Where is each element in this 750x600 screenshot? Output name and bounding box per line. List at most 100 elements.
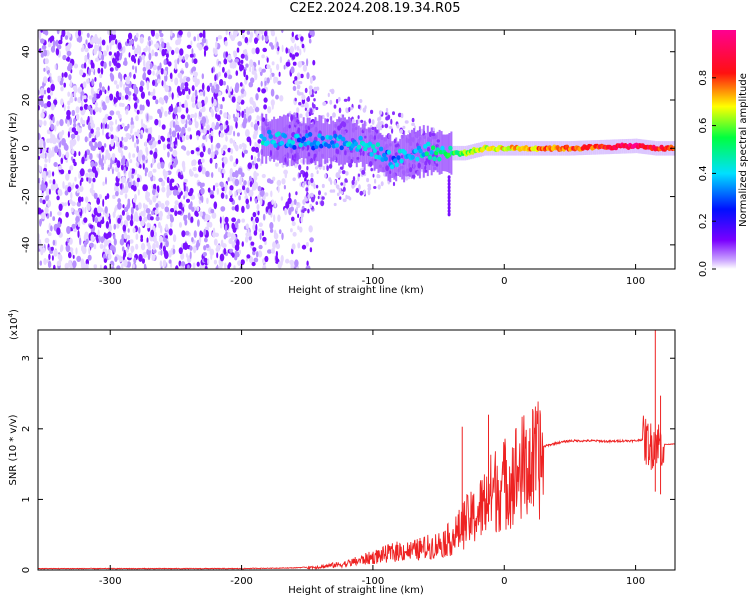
spectrogram-noise-point	[348, 107, 351, 112]
spectrogram-noise-point	[155, 203, 159, 208]
spectrogram-noise-point	[93, 232, 97, 237]
spectrogram-noise-point	[150, 216, 154, 221]
spectrogram-noise-point	[57, 165, 63, 170]
spectrogram-noise-point	[139, 133, 143, 140]
spectrogram-noise-point	[197, 219, 200, 227]
spectrogram-noise-point	[273, 214, 276, 223]
spectrogram-noise-point	[64, 262, 69, 269]
spectrogram-trace-point	[447, 188, 451, 193]
spectrogram-noise-point	[152, 88, 156, 95]
spectrogram-noise-point	[44, 152, 47, 159]
spectrogram-noise-point	[189, 134, 193, 140]
spectrogram-noise-point	[119, 238, 125, 246]
spectrogram-noise-point	[149, 150, 153, 155]
spectrogram-noise-point	[276, 41, 279, 48]
spectrogram-noise-point	[89, 108, 93, 115]
spectrogram-noise-point	[135, 115, 139, 122]
spectrogram-trace-point	[282, 133, 288, 139]
spectrogram-noise-point	[359, 99, 363, 103]
spectrogram-trace-point	[276, 131, 281, 137]
spectrogram-noise-point	[172, 189, 178, 196]
spectrogram-noise-point	[168, 259, 172, 264]
spectrogram-noise-point	[115, 191, 119, 197]
spectrogram-noise-point	[55, 47, 60, 56]
spectrogram-noise-point	[111, 153, 116, 161]
spectrogram-noise-point	[52, 116, 55, 124]
spectrogram-trace-point	[430, 145, 436, 151]
spectrogram-noise-point	[133, 73, 136, 80]
spectrogram-noise-point	[222, 66, 225, 73]
spectrogram-noise-point	[128, 152, 131, 160]
spectrogram-noise-point	[309, 157, 314, 164]
spectrogram-noise-point	[267, 106, 272, 114]
spectrogram-noise-point	[112, 194, 116, 199]
spectrogram-noise-point	[209, 248, 215, 256]
spectrogram-noise-point	[220, 206, 226, 212]
spectrogram-trace-point	[301, 136, 306, 142]
spectrogram-trace-band	[279, 115, 281, 164]
spectrogram-noise-point	[61, 138, 66, 146]
spectrogram-noise-point	[317, 195, 320, 200]
spectrogram-noise-point	[151, 157, 155, 166]
spectrogram-noise-point	[89, 224, 94, 229]
spectrogram-noise-point	[75, 184, 79, 189]
spectrogram-noise-point	[120, 183, 123, 190]
spectrogram-trace-point	[447, 192, 451, 197]
spectrogram-noise-point	[177, 37, 182, 43]
y-tick-label: -40	[21, 237, 32, 253]
spectrogram-noise-point	[254, 72, 258, 81]
spectrogram-noise-point	[302, 64, 307, 72]
y-tick-label: 40	[21, 45, 32, 58]
spectrogram-noise-point	[178, 247, 183, 255]
spectrogram-noise-point	[216, 187, 219, 195]
spectrogram-noise-point	[60, 77, 64, 82]
spectrogram-noise-point	[212, 185, 216, 192]
spectrogram-trace-band	[422, 125, 425, 178]
spectrogram-noise-point	[126, 234, 131, 240]
spectrogram-noise-point	[75, 216, 80, 223]
spectrogram-noise-point	[104, 89, 107, 95]
spectrogram-noise-point	[75, 247, 78, 255]
spectrogram-noise-point	[56, 30, 60, 35]
spectrogram-noise-point	[129, 219, 134, 227]
spectrogram-noise-point	[147, 133, 152, 141]
y-tick-label: 3	[21, 355, 32, 361]
spectrogram-noise-point	[186, 94, 190, 100]
spectrogram-noise-point	[90, 143, 94, 151]
spectrogram-noise-point	[115, 182, 120, 187]
spectrogram-noise-point	[45, 188, 50, 196]
spectrogram-noise-point	[107, 85, 110, 91]
spectrogram-noise-point	[255, 251, 259, 258]
spectrogram-noise-point	[210, 108, 214, 114]
spectrogram-noise-point	[82, 81, 87, 89]
spectrogram-noise-point	[116, 84, 120, 89]
spectrogram-noise-point	[257, 87, 261, 93]
spectrogram-noise-point	[305, 187, 309, 192]
spectrogram-noise-point	[86, 154, 89, 160]
spectrogram-noise-point	[242, 185, 246, 191]
spectrogram-noise-point	[39, 260, 42, 266]
spectrogram-noise-point	[254, 119, 258, 125]
spectrogram-noise-point	[252, 247, 257, 252]
spectrogram-trace-point	[394, 162, 399, 168]
spectrogram-noise-point	[128, 91, 132, 96]
spectrogram-noise-point	[210, 208, 215, 214]
spectrogram-noise-point	[103, 61, 107, 69]
spectrogram-noise-point	[110, 139, 113, 147]
spectrogram-noise-point	[291, 216, 295, 222]
spectrogram-trace-band	[416, 130, 419, 176]
spectrogram-noise-point	[78, 151, 81, 157]
spectrogram-noise-point	[136, 145, 140, 153]
spectrogram-noise-point	[307, 193, 311, 200]
spectrogram-noise-point	[227, 54, 232, 61]
spectrogram-noise-point	[69, 139, 75, 146]
spectrogram-noise-point	[105, 221, 109, 229]
spectrogram-noise-point	[344, 178, 348, 183]
spectrogram-noise-point	[101, 154, 104, 161]
spectrogram-noise-point	[59, 119, 64, 127]
spectrogram-noise-point	[240, 59, 244, 64]
spectrogram-noise-point	[137, 58, 140, 66]
spectrogram-noise-point	[144, 167, 149, 173]
spectrogram-noise-point	[237, 41, 242, 47]
spectrogram-noise-point	[162, 237, 168, 242]
